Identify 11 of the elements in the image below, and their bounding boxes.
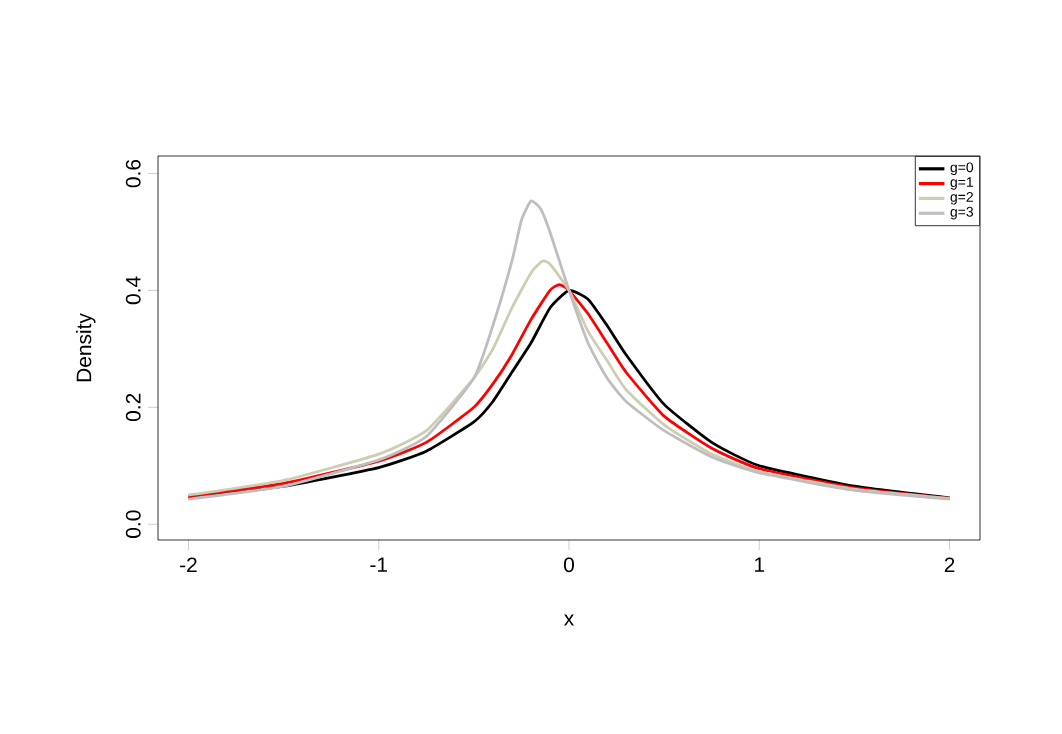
y-tick-label: 0.2 xyxy=(125,393,141,422)
x-tick-label: 0 xyxy=(564,557,574,573)
y-tick-label: 0.4 xyxy=(125,276,141,305)
x-tick-label: -1 xyxy=(370,557,387,572)
y-tick-label: 0.0 xyxy=(125,510,141,538)
x-tick-label: 1 xyxy=(755,557,765,572)
x-tick-label: -2 xyxy=(180,557,197,572)
x-tick-label: 2 xyxy=(944,557,955,572)
y-tick-label: 0.6 xyxy=(125,159,141,188)
y-axis-title: Density xyxy=(75,313,96,382)
x-axis-title: x xyxy=(564,614,574,626)
